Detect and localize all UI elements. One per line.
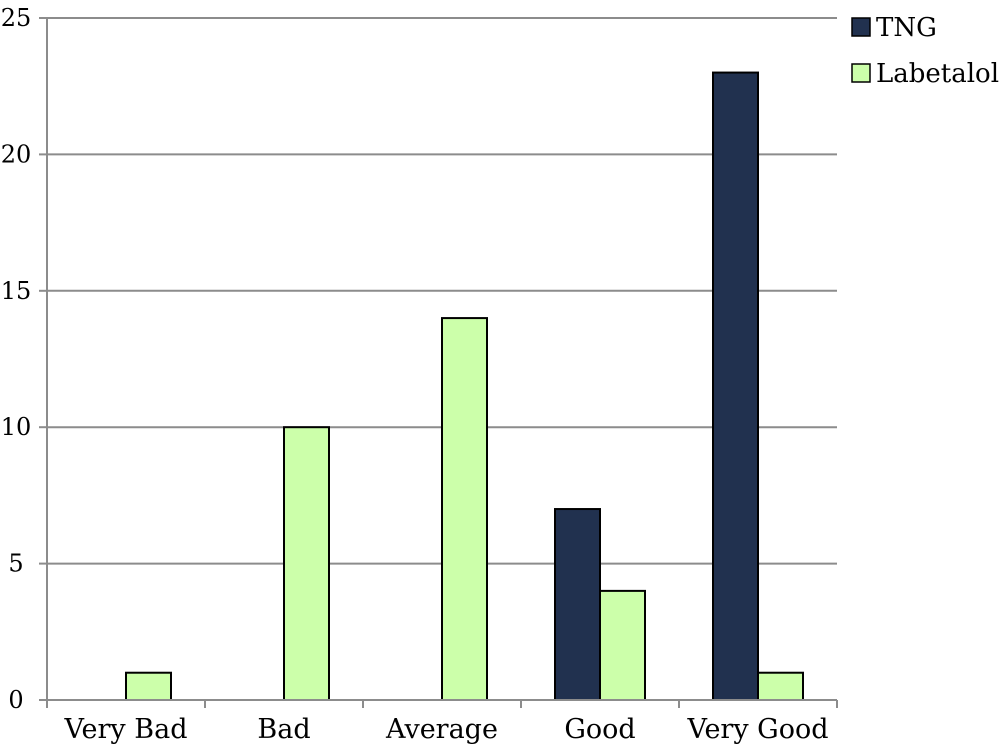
legend-label-labetalol: Labetalol bbox=[876, 59, 999, 89]
x-category-label: Average bbox=[385, 714, 498, 745]
bar-tng-good bbox=[554, 508, 601, 702]
legend: TNG Labetalol bbox=[851, 13, 999, 89]
legend-label-tng: TNG bbox=[876, 13, 937, 43]
bar-labetalol-very-bad bbox=[125, 671, 172, 701]
axes bbox=[39, 17, 838, 708]
bar-tng-very-good bbox=[712, 71, 759, 701]
bar-labetalol-good bbox=[599, 589, 646, 702]
x-category-label: Good bbox=[564, 714, 635, 745]
x-category-label: Bad bbox=[257, 714, 310, 745]
x-axis-category-labels: Very Bad Bad Average Good Very Good bbox=[64, 714, 829, 745]
y-tick-label: 25 bbox=[1, 4, 32, 32]
y-axis-tick-labels: 0 5 10 15 20 25 bbox=[1, 4, 32, 714]
bars bbox=[125, 71, 804, 702]
y-tick-label: 5 bbox=[8, 550, 23, 578]
x-category-label: Very Bad bbox=[64, 714, 188, 745]
legend-swatch-labetalol bbox=[851, 63, 871, 83]
y-tick-label: 10 bbox=[1, 413, 32, 441]
gridlines bbox=[47, 17, 837, 565]
bar-labetalol-average bbox=[441, 317, 488, 701]
bar-labetalol-bad bbox=[283, 426, 330, 701]
x-category-label: Very Good bbox=[686, 714, 828, 745]
legend-swatch-tng bbox=[851, 17, 871, 37]
y-tick-label: 15 bbox=[1, 277, 32, 305]
y-tick-label: 20 bbox=[1, 140, 32, 168]
bar-labetalol-very-good bbox=[757, 671, 804, 701]
y-tick-label: 0 bbox=[8, 686, 23, 714]
